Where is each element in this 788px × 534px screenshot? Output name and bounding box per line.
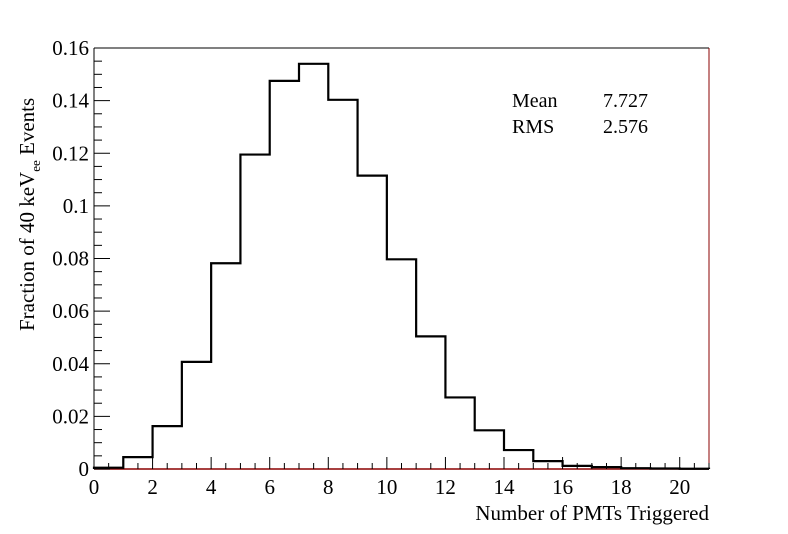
x-tick-label: 18	[611, 475, 632, 499]
y-tick-label: 0.14	[52, 89, 89, 113]
stats-rms-value: 2.576	[603, 116, 648, 138]
stats-box: Mean 7.727 RMS 2.576	[512, 90, 648, 138]
y-tick-label: 0.16	[52, 36, 89, 60]
y-axis-title-subscript: ee	[28, 160, 43, 172]
histogram-bin	[211, 263, 240, 469]
histogram-bin	[387, 259, 416, 469]
y-axis-ticks: 0 0.02 0.04 0.06 0.08 0.1 0.12 0.14 0.16	[52, 36, 110, 481]
histogram-bin	[153, 426, 182, 469]
histogram-bin	[504, 450, 533, 469]
histogram-bin	[123, 457, 152, 469]
y-tick-label: 0.08	[52, 247, 89, 271]
y-tick-label: 0.04	[52, 352, 89, 376]
stats-mean-value: 7.727	[603, 90, 648, 112]
x-axis-title: Number of PMTs Triggered	[475, 501, 709, 525]
stats-mean-label: Mean	[512, 90, 558, 112]
histogram-bin	[240, 155, 269, 469]
histogram-bin	[563, 466, 592, 469]
x-axis-ticks: 0 2 4 6 8 10 12 14 16 18 20	[89, 457, 710, 499]
histogram-bin	[416, 336, 445, 469]
y-tick-label: 0	[79, 457, 90, 481]
x-tick-label: 16	[552, 475, 573, 499]
y-tick-label: 0.12	[52, 141, 89, 165]
y-tick-label: 0.1	[63, 194, 89, 218]
histogram-bin	[299, 64, 328, 469]
x-tick-label: 12	[435, 475, 456, 499]
x-tick-label: 2	[147, 475, 158, 499]
y-axis-title-prefix: Fraction of 40 keV	[15, 172, 39, 331]
x-tick-label: 20	[669, 475, 690, 499]
x-tick-label: 6	[264, 475, 275, 499]
histogram-outline	[92, 62, 711, 470]
histogram-bars	[92, 62, 711, 470]
histogram-bin	[182, 362, 211, 469]
histogram-bin	[533, 461, 562, 469]
histogram-bin	[650, 468, 679, 469]
stats-rms-label: RMS	[512, 116, 554, 138]
y-axis-title-suffix: Events	[15, 98, 39, 160]
x-tick-label: 0	[89, 475, 100, 499]
x-tick-label: 14	[494, 475, 516, 499]
histogram-bin	[358, 176, 387, 469]
histogram-bin	[445, 397, 474, 469]
y-tick-label: 0.06	[52, 299, 89, 323]
x-tick-label: 4	[206, 475, 217, 499]
y-tick-label: 0.02	[52, 404, 89, 428]
histogram-bin	[475, 430, 504, 469]
histogram-bin	[270, 81, 299, 469]
histogram-bin	[94, 468, 123, 469]
x-tick-label: 8	[323, 475, 334, 499]
histogram-bin	[592, 467, 621, 469]
histogram-bin	[328, 100, 357, 469]
histogram-bin	[621, 468, 650, 469]
x-tick-label: 10	[376, 475, 397, 499]
y-axis-title: Fraction of 40 keVee Events	[15, 98, 43, 331]
